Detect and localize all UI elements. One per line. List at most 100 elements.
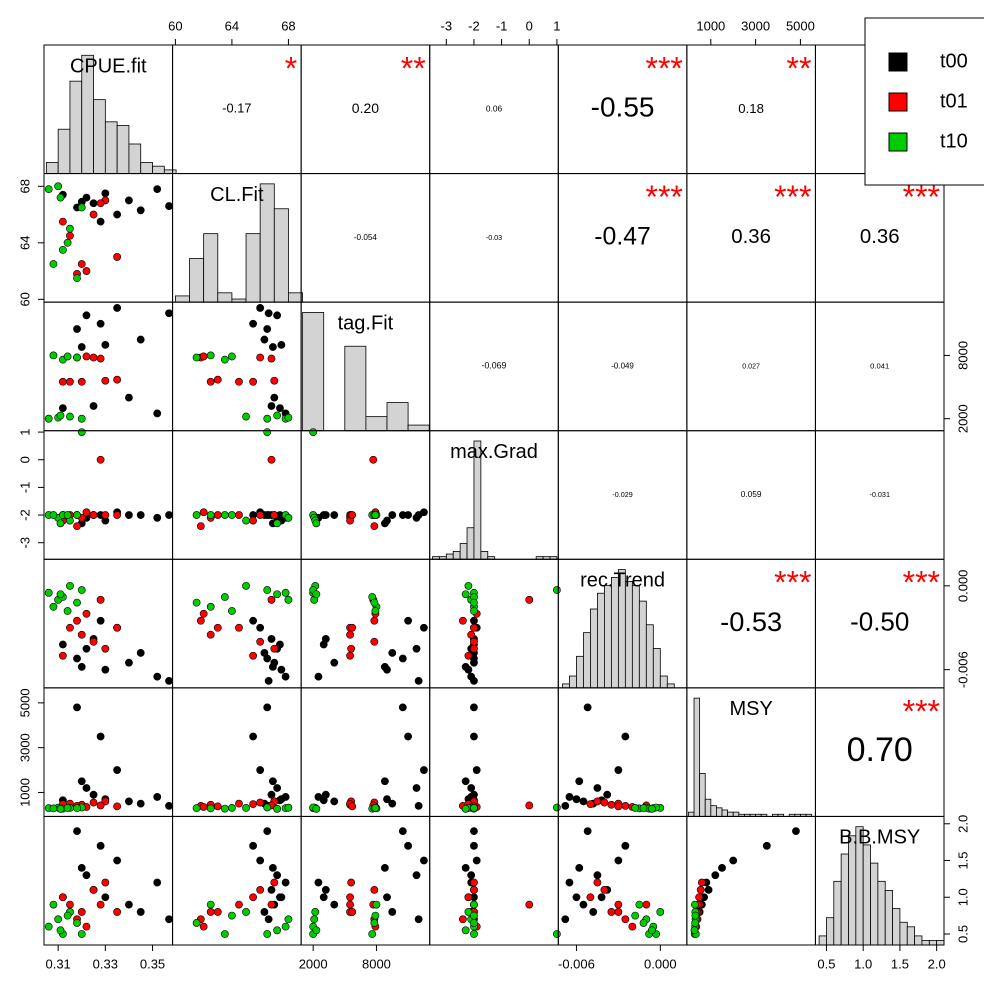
point — [561, 915, 570, 924]
significance: *** — [903, 565, 940, 601]
point — [96, 801, 105, 810]
y-tick-label: 64 — [17, 236, 32, 250]
point — [77, 777, 86, 786]
point — [273, 519, 282, 528]
hist-bar — [365, 416, 388, 432]
point — [235, 377, 243, 386]
point — [404, 732, 412, 741]
variable-name: MSY — [729, 698, 772, 720]
hist-bar — [716, 807, 723, 817]
point — [273, 926, 282, 935]
point — [575, 863, 584, 872]
point — [525, 595, 534, 604]
hist-bar — [688, 811, 695, 817]
x-tick-label: 60 — [168, 18, 182, 33]
variable-name: rec.Trend — [580, 570, 665, 592]
point — [607, 800, 616, 809]
point — [330, 797, 339, 806]
correlation: 0.18 — [738, 101, 764, 116]
point — [264, 676, 273, 685]
point — [73, 804, 81, 813]
point — [56, 590, 65, 599]
point — [220, 355, 229, 364]
point — [312, 804, 321, 813]
point — [125, 393, 133, 402]
point — [113, 210, 122, 219]
hist-bar — [288, 292, 303, 303]
point — [199, 922, 208, 931]
point — [414, 802, 423, 810]
y-tick-label: 2000 — [955, 404, 970, 433]
point — [470, 878, 478, 887]
point — [256, 885, 265, 894]
point — [96, 900, 105, 909]
point — [312, 590, 321, 599]
point — [153, 878, 162, 887]
point — [82, 311, 91, 320]
point — [196, 522, 205, 531]
point — [153, 672, 162, 681]
point — [470, 732, 478, 741]
point — [572, 795, 581, 804]
point — [82, 508, 91, 517]
hist-bar — [386, 402, 409, 432]
point — [220, 511, 229, 519]
hist-bar — [344, 345, 367, 432]
hist-bar — [273, 208, 289, 303]
point — [312, 519, 321, 528]
point — [593, 871, 602, 880]
point — [96, 616, 105, 625]
point — [256, 798, 265, 807]
point — [49, 260, 58, 268]
point — [165, 915, 173, 924]
point — [348, 511, 357, 519]
point — [347, 878, 356, 887]
point — [264, 915, 273, 924]
point — [58, 245, 67, 254]
x-tick-label: 2.0 — [928, 956, 946, 971]
point — [192, 353, 201, 362]
point — [470, 703, 478, 712]
point — [273, 311, 282, 320]
hist-bar — [610, 577, 619, 689]
point — [277, 665, 286, 674]
point — [263, 586, 272, 594]
point — [49, 351, 58, 360]
point — [249, 893, 258, 902]
point — [165, 309, 173, 318]
point — [398, 654, 407, 663]
point — [525, 900, 534, 909]
point — [77, 908, 86, 916]
significance: *** — [774, 565, 811, 601]
point — [199, 609, 208, 618]
point — [49, 511, 58, 519]
point — [101, 376, 110, 385]
point — [220, 593, 229, 601]
point — [600, 798, 609, 807]
point — [77, 377, 86, 386]
point — [49, 602, 58, 611]
point — [603, 790, 612, 799]
point — [319, 640, 328, 649]
x-tick-label: 68 — [281, 18, 295, 33]
point — [586, 800, 595, 809]
hist-bar — [652, 648, 661, 689]
point — [412, 784, 421, 792]
point — [404, 616, 412, 625]
point — [525, 801, 534, 810]
point — [101, 511, 110, 519]
point — [77, 414, 86, 423]
hist-bar — [245, 233, 261, 303]
point — [256, 623, 265, 632]
correlation: -0.47 — [594, 223, 651, 250]
point — [66, 581, 74, 590]
x-tick-label: 64 — [225, 18, 239, 33]
point — [63, 804, 72, 812]
panel — [429, 687, 559, 817]
point — [553, 930, 561, 938]
hist-bar — [104, 121, 118, 174]
point — [242, 908, 250, 916]
legend-label: t10 — [940, 130, 968, 152]
x-tick-label: -2 — [468, 18, 480, 33]
